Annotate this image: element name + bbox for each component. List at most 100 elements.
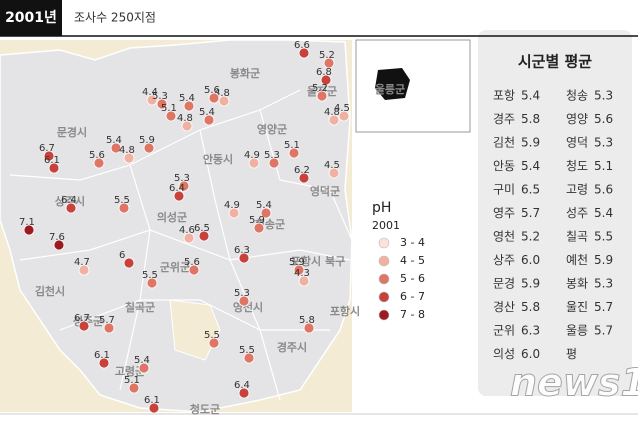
panel-value: 5.8	[521, 112, 540, 126]
point-label: 4.5	[324, 160, 340, 171]
sample-point	[103, 322, 115, 334]
sample-point	[78, 320, 90, 332]
region-label: 상주시	[55, 194, 85, 208]
panel-name: 상주	[493, 253, 515, 267]
sample-point	[165, 110, 177, 122]
panel-name: 청송	[566, 89, 588, 103]
inset-box	[355, 39, 471, 133]
panel-value: 5.3	[594, 277, 613, 291]
ulleung-island	[375, 68, 410, 100]
point-label: 5.4	[199, 107, 215, 118]
point-label: 7.6	[49, 232, 65, 243]
panel-name: 청도	[566, 159, 588, 173]
sample-point	[23, 224, 35, 236]
panel-name: 문경	[493, 277, 515, 291]
panel-name: 울진	[566, 300, 588, 314]
panel-name: 영천	[493, 229, 515, 244]
sample-point	[128, 382, 140, 394]
panel-name: 군위	[493, 324, 515, 338]
sample-point	[148, 402, 160, 414]
point-label: 6.6	[294, 40, 310, 51]
sample-point	[320, 74, 332, 86]
point-label: 5.5	[204, 330, 220, 341]
sample-point	[123, 152, 135, 164]
sample-point	[118, 202, 130, 214]
panel-value: 5.4	[521, 89, 540, 103]
panel-value: 5.9	[521, 277, 540, 291]
panel-name: 의성	[493, 347, 515, 361]
panel-value: 5.7	[521, 206, 540, 220]
point-label: 6.7	[39, 143, 55, 154]
point-label: 4.8	[119, 145, 135, 156]
point-label: 5.1	[161, 103, 177, 114]
subtitle: 조사수 250지점	[74, 11, 156, 25]
region-label: 봉화군	[230, 66, 260, 80]
point-label: 5.4	[179, 93, 195, 104]
sample-point	[303, 322, 315, 334]
panel-name: 안동	[493, 159, 515, 173]
point-label: 5.1	[124, 375, 140, 386]
sample-point	[288, 147, 300, 159]
region-label: 칠곡군	[125, 300, 155, 314]
point-label: 6.8	[316, 67, 332, 78]
region-label: 경주시	[277, 340, 307, 354]
panel-value: 5.1	[594, 159, 613, 173]
panel-name: 경주	[493, 112, 515, 126]
point-label: 5.4	[134, 355, 150, 366]
point-label: 5.3	[234, 288, 250, 299]
legend-swatch	[378, 309, 390, 321]
sample-point	[238, 252, 250, 264]
point-label: 4.8	[177, 113, 193, 124]
region-label: 청도군	[190, 402, 220, 416]
point-label: 5.3	[152, 91, 168, 102]
point-label: 5.5	[239, 345, 255, 356]
district-borders	[9, 89, 353, 401]
sample-point	[110, 142, 122, 154]
sample-point	[146, 277, 158, 289]
point-label: 5.4	[256, 200, 272, 211]
sample-point	[253, 222, 265, 234]
sample-point	[178, 180, 190, 192]
point-label: 5.9	[249, 215, 265, 226]
point-label: 5.2	[319, 50, 335, 61]
sample-point	[218, 95, 230, 107]
sample-point	[173, 190, 185, 202]
point-label: 4.6	[179, 225, 195, 236]
panel-name: 성주	[566, 206, 588, 220]
sample-point	[298, 47, 310, 59]
sample-point	[238, 387, 250, 399]
legend-swatch	[378, 291, 390, 303]
sample-point	[298, 275, 310, 287]
panel-value: 5.4	[594, 206, 613, 220]
sample-point	[183, 232, 195, 244]
sample-point	[143, 142, 155, 154]
sample-point	[181, 120, 193, 132]
point-label: 4.3	[294, 268, 310, 279]
legend-subtitle: 2001	[372, 219, 400, 232]
point-label: 5.9	[289, 257, 305, 268]
panel-name: 울릉	[566, 324, 588, 338]
sample-point	[156, 98, 168, 110]
panel-value: 5.9	[594, 253, 613, 267]
point-label: 6.1	[144, 395, 160, 406]
sample-point	[260, 207, 272, 219]
panel-name: 경산	[493, 300, 515, 314]
sample-point	[328, 114, 340, 126]
sample-point	[338, 110, 350, 122]
panel-name: 구미	[493, 183, 515, 197]
sample-point	[43, 150, 55, 162]
sample-point	[48, 162, 60, 174]
year: 2001년	[5, 10, 57, 26]
point-label: 6.1	[94, 350, 110, 361]
point-label: 5.7	[99, 315, 115, 326]
legend-label: 7 - 8	[400, 308, 425, 321]
point-label: 7.1	[19, 217, 35, 228]
panel-value: 5.6	[594, 183, 613, 197]
sample-point	[198, 230, 210, 242]
sample-point	[78, 264, 90, 276]
panel-name: 포항	[493, 89, 515, 103]
panel-name: 고령	[566, 183, 588, 197]
sample-point	[316, 90, 328, 102]
sample-point	[243, 352, 255, 364]
